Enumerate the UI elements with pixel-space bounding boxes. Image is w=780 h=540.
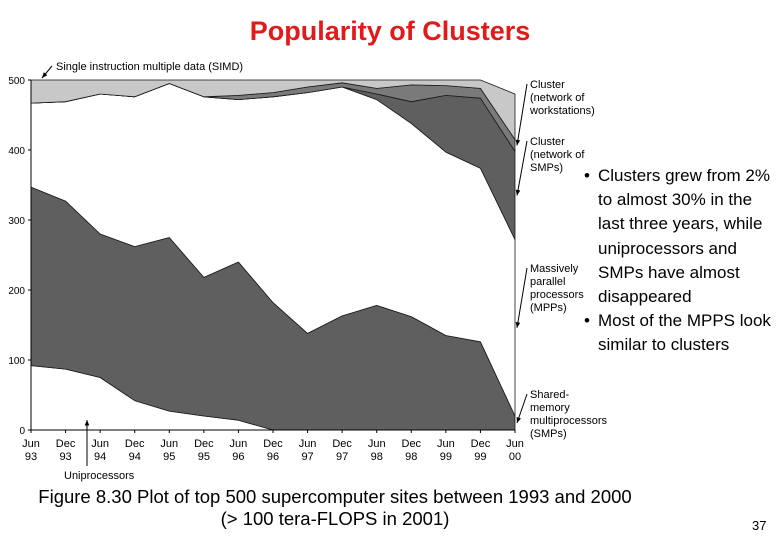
x-tick-label: Jun 97 <box>299 438 317 463</box>
chart-areas <box>30 79 516 431</box>
bullet-text: Clusters grew from 2% to almost 30% in t… <box>598 166 770 307</box>
series-label-massively-parallel-processors-mpps: Massively parallel processors (MPPs) <box>530 263 584 314</box>
y-tick-label: 300 <box>8 216 25 227</box>
label-arrow <box>84 420 90 466</box>
slide-title: Popularity of Clusters <box>249 16 531 46</box>
x-tick-label: Dec 95 <box>194 438 214 463</box>
caption-line: Figure 8.30 Plot of top 500 supercompute… <box>38 486 632 507</box>
bullet-icon: • <box>584 166 590 185</box>
bullet-item: • Most of the MPPS look similar to clust… <box>584 309 774 357</box>
x-tick-label: Dec 98 <box>402 438 422 463</box>
chart-labels: Cluster (network of workstations) Cluster (n… <box>41 61 608 482</box>
chart-axes: 0 100 200 300 400 500 Jun 93 Dec 93 Jun 94 Dec 94 Jun 9… <box>8 76 524 463</box>
caption-line: (> 100 tera-FLOPS in 2001) <box>220 508 450 529</box>
x-tick-label: Jun 95 <box>160 438 178 463</box>
label-arrow <box>41 65 53 79</box>
bullet-item: • Clusters grew from 2% to almost 30% in… <box>584 164 774 309</box>
y-tick-label: 0 <box>19 426 25 437</box>
x-tick-label: Dec 94 <box>125 438 145 463</box>
area-single-instruction-multiple-data-simd <box>30 79 516 140</box>
figure-caption: Figure 8.30 Plot of top 500 supercompute… <box>0 486 670 530</box>
label-arrow <box>515 267 528 328</box>
bullet-icon: • <box>584 311 590 331</box>
x-tick-label: Jun 99 <box>437 438 455 463</box>
series-label-shared-memory-multiprocessors-smps: Shared-memory multiprocessors (SMPs) <box>530 389 608 440</box>
x-tick-label: Dec 96 <box>263 438 283 463</box>
bullet-text: Most of the MPPS look similar to cluster… <box>598 311 771 355</box>
series-label-single-instruction-multiple-data-simd: Single instruction multiple data (SIMD) <box>56 61 243 73</box>
y-tick-label: 500 <box>8 76 25 87</box>
series-label-cluster-network-of-workstations: Cluster (network of workstations) <box>529 79 595 117</box>
series-label-uniprocessors: Uniprocessors <box>64 470 135 482</box>
x-tick-label: Dec 93 <box>56 438 76 463</box>
series-label-cluster-network-of-smps: Cluster (network of SMPs) <box>530 136 585 174</box>
page-number: 37 <box>752 518 767 533</box>
x-tick-label: Jun 98 <box>368 438 386 463</box>
label-arrow <box>515 140 528 196</box>
y-tick-label: 100 <box>8 356 25 367</box>
x-tick-label: Dec 99 <box>471 438 491 463</box>
label-arrow <box>515 83 528 146</box>
x-tick-label: Dec 97 <box>332 438 352 463</box>
bullet-list: • Clusters grew from 2% to almost 30% in… <box>584 164 774 358</box>
x-tick-label: Jun 93 <box>22 438 40 463</box>
y-tick-label: 200 <box>8 286 25 297</box>
x-tick-label: Jun 96 <box>230 438 248 463</box>
x-tick-label: Jun 94 <box>91 438 109 463</box>
label-arrow <box>516 393 528 424</box>
x-tick-label: Jun 00 <box>506 438 524 463</box>
y-tick-label: 400 <box>8 146 25 157</box>
